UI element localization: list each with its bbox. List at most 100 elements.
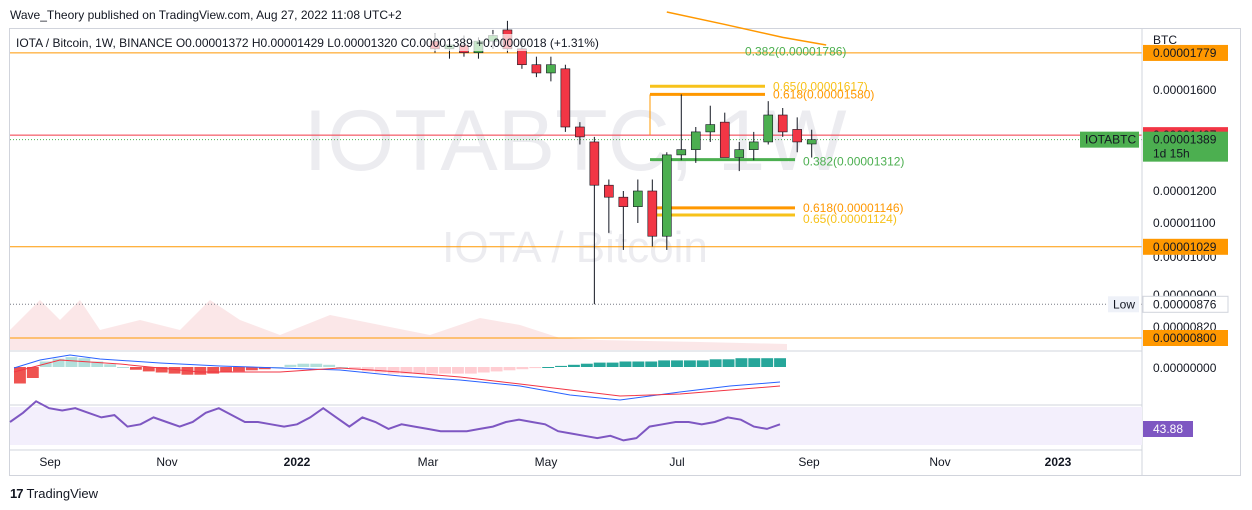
candle-body <box>719 121 730 158</box>
rsi-value: 43.88 <box>1153 422 1183 436</box>
macd-histogram-bar <box>78 358 91 367</box>
symbol-tag-box <box>1108 296 1139 313</box>
macd-histogram-bar <box>426 367 439 374</box>
rsi-value-box <box>1143 421 1193 437</box>
legend-bg <box>12 34 647 51</box>
fib-label: 0.382(0.00001312) <box>803 155 904 169</box>
macd-histogram-bar <box>245 367 258 371</box>
candle-body <box>748 141 759 150</box>
candle-body <box>560 68 571 128</box>
fib-label: 0.618(0.00001146) <box>803 201 904 215</box>
time-tick: 2022 <box>284 455 311 469</box>
macd-histogram-bar <box>658 360 671 367</box>
time-tick: 2023 <box>1045 455 1072 469</box>
candle-body <box>705 124 716 133</box>
candle-body <box>792 129 803 143</box>
footer-brand: TradingView <box>26 486 99 501</box>
candle-body <box>647 190 658 237</box>
macd-histogram-bar <box>52 358 65 367</box>
macd-histogram-bar <box>374 367 387 373</box>
candle-body <box>690 131 701 150</box>
rsi-line <box>9 400 781 442</box>
macd-histogram-bar <box>761 358 774 367</box>
fib-label: 0.618(0.00001580) <box>773 87 874 101</box>
macd-histogram-bar <box>503 367 516 371</box>
macd-histogram-bar <box>696 360 709 367</box>
candle-body <box>531 64 542 74</box>
candle-body <box>633 190 643 207</box>
time-tick: Mar <box>418 455 439 469</box>
macd-histogram-bar <box>683 360 696 367</box>
symbol-tag-box <box>1080 131 1139 148</box>
macd-histogram-bar <box>619 361 632 367</box>
time-tick: Sep <box>39 455 61 469</box>
macd-histogram-bar <box>117 367 129 368</box>
candle-body <box>662 154 672 237</box>
macd-histogram-bar <box>207 367 220 374</box>
macd-histogram-bar <box>542 367 555 368</box>
candle-body <box>589 141 600 186</box>
macd-histogram-bar <box>26 367 39 378</box>
candle-body <box>618 196 629 207</box>
macd-histogram-bar <box>709 359 722 367</box>
watermark-ticker: IOTABTC, 1W <box>303 93 846 189</box>
candle-body <box>546 64 556 74</box>
price-label: 0.00001779 <box>1153 46 1217 60</box>
macd-histogram-bar <box>632 361 645 367</box>
macd-histogram-bar <box>400 367 413 374</box>
macd-histogram-bar <box>168 367 181 374</box>
candle-body <box>517 48 527 66</box>
macd-histogram-bar <box>284 364 297 367</box>
macd-histogram-bar <box>310 363 323 367</box>
symbol-tag: IOTABTC <box>1085 133 1136 147</box>
candle-body <box>763 114 774 143</box>
price-label-box <box>1143 330 1228 346</box>
macd-histogram-bar <box>258 367 271 370</box>
macd-histogram-bar <box>220 367 233 373</box>
price-label-box <box>1142 295 1229 313</box>
macd-histogram-bar <box>65 357 78 367</box>
candle-body <box>777 114 788 133</box>
axis-unit: BTC <box>1153 33 1177 47</box>
fib-label: 0.382(0.00001786) <box>745 45 846 59</box>
macd-histogram-bar <box>413 367 426 374</box>
footer-branding: 17 TradingView <box>10 486 98 501</box>
macd-histogram-bar <box>774 358 786 367</box>
macd-histogram-bar <box>129 367 142 370</box>
macd-histogram-bar <box>516 367 529 370</box>
ohlc-legend: IOTA / Bitcoin, 1W, BINANCE O0.00001372 … <box>16 36 599 50</box>
macd-histogram-bar <box>348 367 361 370</box>
time-tick: Jul <box>669 455 684 469</box>
candle-body <box>676 149 687 156</box>
macd-histogram-bar <box>671 360 683 367</box>
moving-average-line <box>666 11 827 46</box>
price-label: 0.00000800 <box>1153 331 1217 345</box>
macd-histogram-bar <box>439 367 452 374</box>
volume-area <box>10 300 787 350</box>
candle-body <box>734 149 745 158</box>
macd-histogram-bar <box>297 363 310 367</box>
fib-label: 0.65(0.00001617) <box>773 79 868 93</box>
price-tick: 0.00001100 <box>1153 216 1216 230</box>
macd-histogram-bar <box>142 367 155 372</box>
price-label-box <box>1143 131 1228 162</box>
time-tick: Nov <box>929 455 950 469</box>
price-label-box <box>1143 238 1228 255</box>
price-label: 0.00000876 <box>1153 297 1217 311</box>
tradingview-logo-icon: 17 <box>10 486 24 501</box>
fib-label: 0.65(0.00001124) <box>803 212 897 226</box>
macd-histogram-bar <box>104 364 117 367</box>
signal-line <box>13 359 781 397</box>
macd-histogram-bar <box>39 361 52 367</box>
macd-histogram-bar <box>452 367 464 374</box>
macd-histogram-bar <box>14 367 26 384</box>
volume-label: 3.183M <box>1153 347 1190 359</box>
macd-histogram-bar <box>606 362 619 367</box>
macd-histogram-bar <box>336 367 348 368</box>
price-label: 0.00001029 <box>1153 240 1217 254</box>
candle-body <box>806 139 817 145</box>
macd-value: 0.00000000 <box>1153 361 1217 375</box>
price-tick: 0.00001600 <box>1153 83 1217 97</box>
macd-histogram-bar <box>323 364 336 367</box>
